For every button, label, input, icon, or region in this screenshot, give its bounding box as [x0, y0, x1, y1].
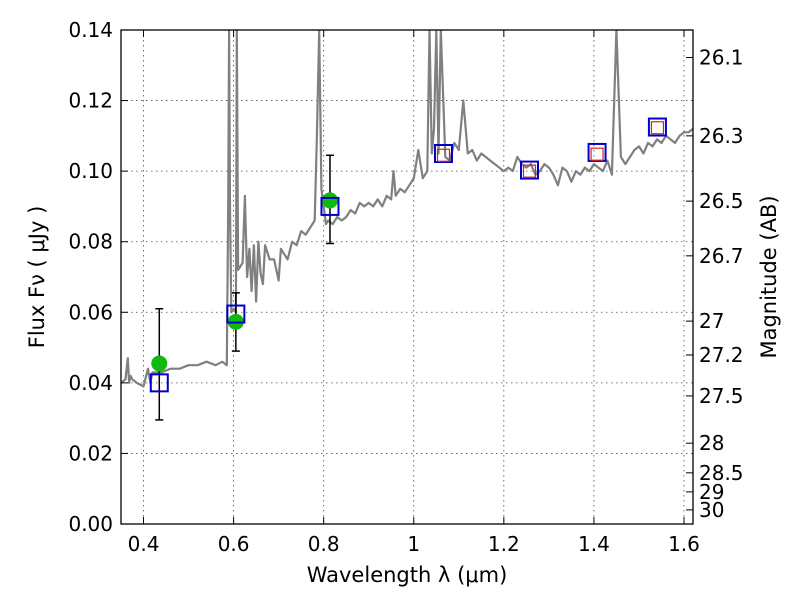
y2-tick-label: 26.5 — [699, 189, 744, 213]
x-tick-label: 0.8 — [308, 532, 340, 556]
y-tick-label: 0.04 — [68, 371, 113, 395]
x-axis-title: Wavelength λ (μm) — [307, 563, 508, 587]
model-flux-square — [149, 373, 169, 393]
y-tick-label: 0.14 — [68, 18, 113, 42]
plot-frame — [120, 29, 694, 525]
x-tick-label: 1 — [407, 532, 420, 556]
y2-tick-label: 28.5 — [699, 461, 744, 485]
model-flux-square — [433, 144, 453, 163]
y2-tick-label: 27.2 — [699, 343, 744, 367]
y2-tick-label: 26.7 — [699, 244, 744, 268]
y-tick-label: 0.00 — [68, 512, 113, 536]
y2-tick-label: 29 — [699, 480, 724, 504]
y-axis-ticks: 0.00 0.02 0.04 0.06 0.08 0.10 0.12 0.14 — [68, 18, 128, 536]
y2-tick-label: 27.5 — [699, 384, 744, 408]
photometry-markers — [149, 117, 667, 421]
x-axis-ticks: 0.4 0.6 0.8 1 1.2 1.4 1.6 — [128, 30, 700, 556]
spectrum-line — [121, 30, 693, 388]
x-tick-label: 1.2 — [488, 532, 520, 556]
observed-flux-point — [321, 192, 338, 209]
y-tick-label: 0.12 — [68, 89, 113, 113]
y2-tick-label: 27 — [699, 309, 724, 333]
model-flux-square — [520, 160, 540, 180]
observed-flux-point — [151, 355, 168, 372]
x-tick-label: 0.4 — [128, 532, 160, 556]
predicted-flux-square — [590, 147, 604, 161]
y-tick-label: 0.02 — [68, 441, 113, 465]
predicted-flux-square — [650, 121, 665, 135]
x-tick-label: 1.4 — [578, 532, 610, 556]
grid-lines — [121, 30, 693, 524]
y2-tick-label: 26.1 — [699, 46, 744, 70]
y2-tick-label: 28 — [699, 431, 724, 455]
y2-tick-label: 26.3 — [699, 124, 744, 148]
model-flux-square — [647, 117, 667, 137]
y2-tick-label: 30 — [699, 498, 724, 522]
model-flux-square — [587, 142, 607, 162]
predicted-flux-square — [436, 148, 451, 162]
y-tick-label: 0.06 — [68, 300, 113, 324]
model-flux-square — [226, 304, 246, 324]
x-tick-label: 0.6 — [218, 532, 250, 556]
y-axis-title: Flux Fν ( μJy ) — [25, 206, 49, 349]
predicted-flux-square — [522, 164, 537, 178]
x-tick-label: 1.6 — [668, 532, 700, 556]
y2-axis-title: Magnitude (AB) — [757, 195, 781, 358]
y-tick-label: 0.10 — [68, 159, 113, 183]
spectrum-series — [121, 30, 693, 388]
model-flux-square — [320, 196, 340, 216]
y-tick-label: 0.08 — [68, 230, 113, 254]
